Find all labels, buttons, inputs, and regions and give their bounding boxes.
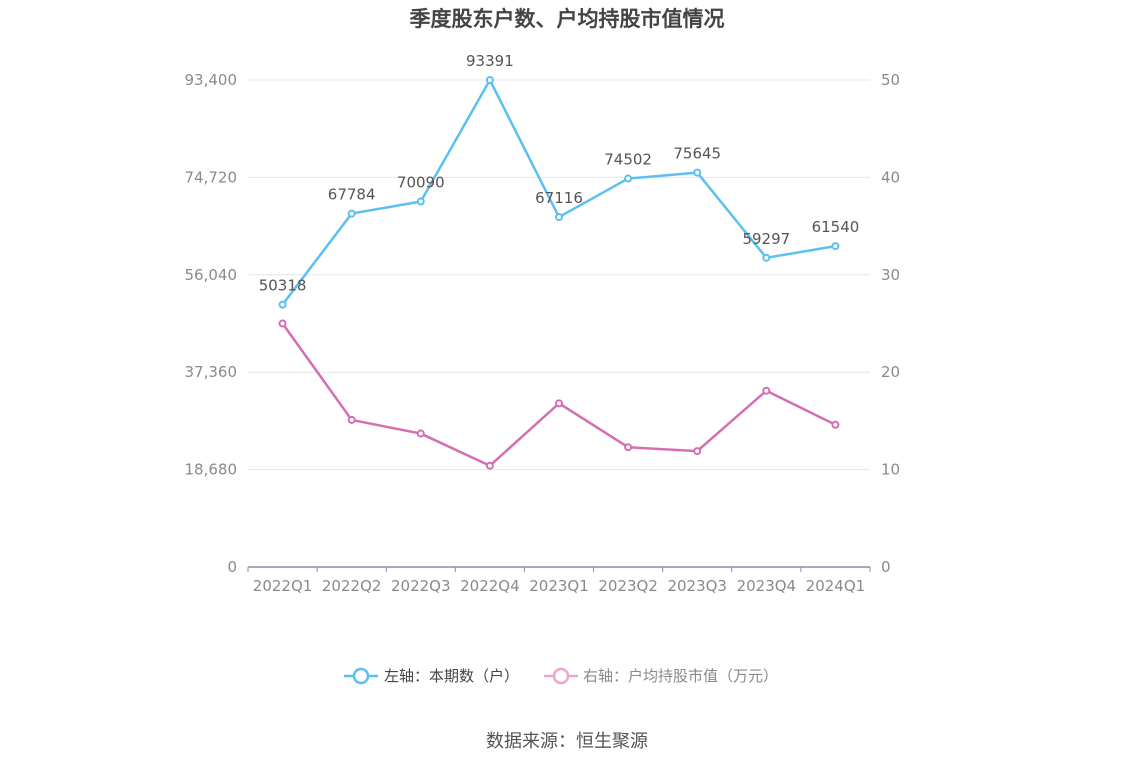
data-point[interactable] [347,209,356,218]
legend-marker [352,667,370,685]
x-tick-label: 2022Q4 [460,577,520,595]
data-label: 70090 [397,174,445,192]
data-label: 74502 [604,151,652,169]
data-point[interactable] [485,461,494,470]
legend-item-1[interactable]: 左轴：本期数（户） [344,667,519,685]
data-point[interactable] [555,399,563,408]
series-line-2 [281,322,836,467]
x-tick-label: 2023Q2 [598,577,658,595]
data-point[interactable] [485,76,494,85]
x-tick-label: 2022Q1 [253,577,313,595]
data-label: 59297 [742,230,790,248]
x-tick-label: 2023Q3 [667,577,727,595]
left-tick-label: 56,040 [185,266,238,284]
grid-lines [248,79,870,471]
left-tick-label: 74,720 [185,168,238,186]
x-tick-label: 2022Q2 [322,577,382,595]
data-point[interactable] [624,443,633,452]
right-axis: 0 10 20 30 40 50 [881,71,900,576]
left-tick-label: 93,400 [185,71,238,89]
left-tick-label: 18,680 [185,461,238,479]
right-tick-label: 10 [881,461,900,479]
data-point[interactable] [831,420,840,429]
right-tick-label: 40 [881,168,900,186]
right-tick-label: 0 [881,558,891,576]
right-tick-label: 20 [881,363,900,381]
data-label: 93391 [466,52,514,70]
data-label: 67116 [535,189,583,207]
series-group: 50318 67784 70090 93391 67116 74502 75645 59297… [259,52,860,470]
legend-label: 右轴：户均持股市值（万元） [583,667,778,685]
data-point[interactable] [278,300,287,309]
data-point[interactable] [278,319,287,328]
x-tick-label: 2023Q1 [529,577,589,595]
data-point[interactable] [693,447,702,456]
data-point[interactable] [416,429,425,438]
data-point[interactable] [762,253,771,262]
right-tick-label: 50 [881,71,900,89]
legend-marker [552,667,570,685]
x-tick-label: 2022Q3 [391,577,451,595]
data-label: 67784 [328,186,376,204]
left-tick-label: 37,360 [185,363,238,381]
x-tick-label: 2023Q4 [737,577,797,595]
right-tick-label: 30 [881,266,900,284]
data-point[interactable] [762,386,771,395]
legend[interactable]: 左轴：本期数（户） 右轴：户均持股市值（万元） [344,667,778,685]
data-label: 75645 [673,145,721,163]
left-tick-label: 0 [227,558,237,576]
legend-item-2[interactable]: 右轴：户均持股市值（万元） [544,667,778,685]
data-point[interactable] [693,168,702,177]
data-label: 50318 [259,277,307,295]
data-point[interactable] [416,197,425,206]
legend-label: 左轴：本期数（户） [384,667,519,685]
data-point[interactable] [555,213,563,222]
chart-title: 季度股东户数、户均持股市值情况 [410,7,725,31]
source-text: 数据来源：恒生聚源 [486,731,648,752]
x-axis: 2022Q1 2022Q2 2022Q3 2022Q4 2023Q1 2023Q2 2023… [247,566,871,595]
data-label: 61540 [812,218,860,236]
data-point[interactable] [347,415,356,424]
left-axis: 0 18,680 37,360 56,040 74,720 93,400 [185,71,238,576]
data-point[interactable] [831,242,840,251]
x-tick-label: 2024Q1 [806,577,866,595]
data-point[interactable] [624,174,633,183]
